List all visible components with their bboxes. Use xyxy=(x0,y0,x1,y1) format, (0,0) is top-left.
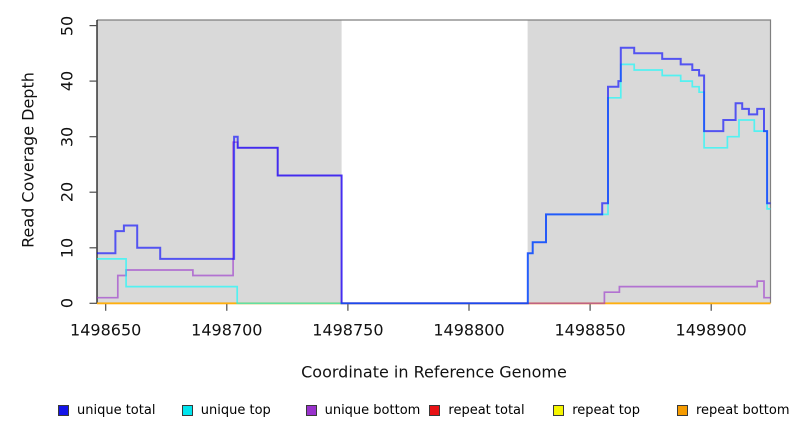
coverage-band-1 xyxy=(527,20,771,304)
legend-swatch-unique-bottom xyxy=(305,404,317,416)
legend: unique total unique top unique bottom repea… xyxy=(58,399,790,421)
legend-label-repeat-top: repeat top xyxy=(572,402,640,418)
legend-label-repeat-bottom: repeat bottom xyxy=(695,402,790,418)
legend-item-repeat-bottom: repeat bottom xyxy=(676,402,790,418)
x-tick-label-1498650: 1498650 xyxy=(70,320,142,340)
legend-swatch-unique-total xyxy=(58,404,69,416)
legend-label-repeat-total: repeat total xyxy=(448,402,525,418)
x-tick-label-1498800: 1498800 xyxy=(433,320,505,340)
x-axis-title: Coordinate in Reference Genome xyxy=(301,362,567,382)
y-tick-label-0: 0 xyxy=(57,298,77,309)
y-tick-label-30: 30 xyxy=(57,126,77,147)
legend-item-unique-top: unique top xyxy=(181,402,306,418)
y-tick-label-40: 40 xyxy=(57,70,77,92)
legend-swatch-repeat-bottom xyxy=(676,404,688,416)
legend-item-unique-bottom: unique bottom xyxy=(305,402,430,418)
legend-label-unique-total: unique total xyxy=(77,402,156,418)
legend-swatch-unique-top xyxy=(181,404,193,416)
y-tick-label-50: 50 xyxy=(57,15,77,36)
y-tick-label-20: 20 xyxy=(57,182,77,203)
y-tick-label-10: 10 xyxy=(57,237,77,258)
legend-label-unique-bottom: unique bottom xyxy=(324,402,421,418)
x-tick-label-1498700: 1498700 xyxy=(191,320,263,340)
legend-swatch-repeat-total xyxy=(429,404,441,416)
coverage-band-0 xyxy=(97,20,342,304)
x-tick-label-1498850: 1498850 xyxy=(554,320,626,340)
legend-item-repeat-top: repeat top xyxy=(553,403,677,418)
series-unique-total xyxy=(97,46,771,305)
x-tick-label-1498750: 1498750 xyxy=(312,320,384,340)
x-tick-label-1498900: 1498900 xyxy=(675,320,747,340)
y-axis-title: Read Coverage Depth xyxy=(18,72,38,248)
legend-label-unique-top: unique top xyxy=(200,402,271,418)
legend-item-unique-total: unique total xyxy=(58,403,182,418)
legend-swatch-repeat-top xyxy=(553,404,565,416)
legend-item-repeat-total: repeat total xyxy=(429,403,553,418)
